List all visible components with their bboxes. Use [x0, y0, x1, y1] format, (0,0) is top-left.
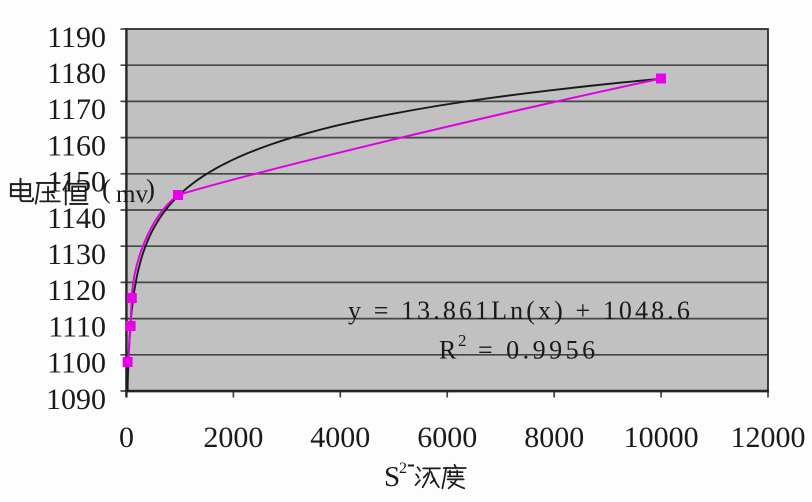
- svg-text:4000: 4000: [310, 421, 370, 454]
- svg-text:1180: 1180: [47, 57, 106, 90]
- svg-text:1170: 1170: [47, 93, 106, 126]
- svg-text:1160: 1160: [47, 129, 106, 162]
- svg-text:1100: 1100: [47, 347, 106, 380]
- svg-text:1090: 1090: [46, 383, 106, 416]
- svg-text:8000: 8000: [524, 421, 584, 454]
- svg-text:= 0.9956: = 0.9956: [478, 336, 599, 365]
- svg-text:1120: 1120: [47, 274, 106, 307]
- svg-text:0: 0: [119, 421, 134, 454]
- svg-text:2: 2: [458, 331, 467, 350]
- svg-text:1130: 1130: [47, 238, 106, 271]
- svg-text:S: S: [384, 461, 400, 493]
- svg-text:1190: 1190: [47, 21, 106, 54]
- svg-text:y = 13.861Ln(x) + 1048.6: y = 13.861Ln(x) + 1048.6: [348, 296, 693, 325]
- svg-text:2: 2: [399, 460, 407, 477]
- svg-text:mv: mv: [116, 181, 148, 208]
- svg-text:1110: 1110: [48, 310, 106, 343]
- svg-text:12000: 12000: [731, 421, 806, 454]
- svg-text:2000: 2000: [203, 421, 263, 454]
- svg-text:1140: 1140: [47, 202, 106, 235]
- svg-text:10000: 10000: [624, 421, 699, 454]
- svg-text:(: (: [102, 174, 111, 204]
- svg-text:6000: 6000: [417, 421, 477, 454]
- svg-text:R: R: [439, 336, 457, 365]
- svg-text:): ): [146, 174, 155, 204]
